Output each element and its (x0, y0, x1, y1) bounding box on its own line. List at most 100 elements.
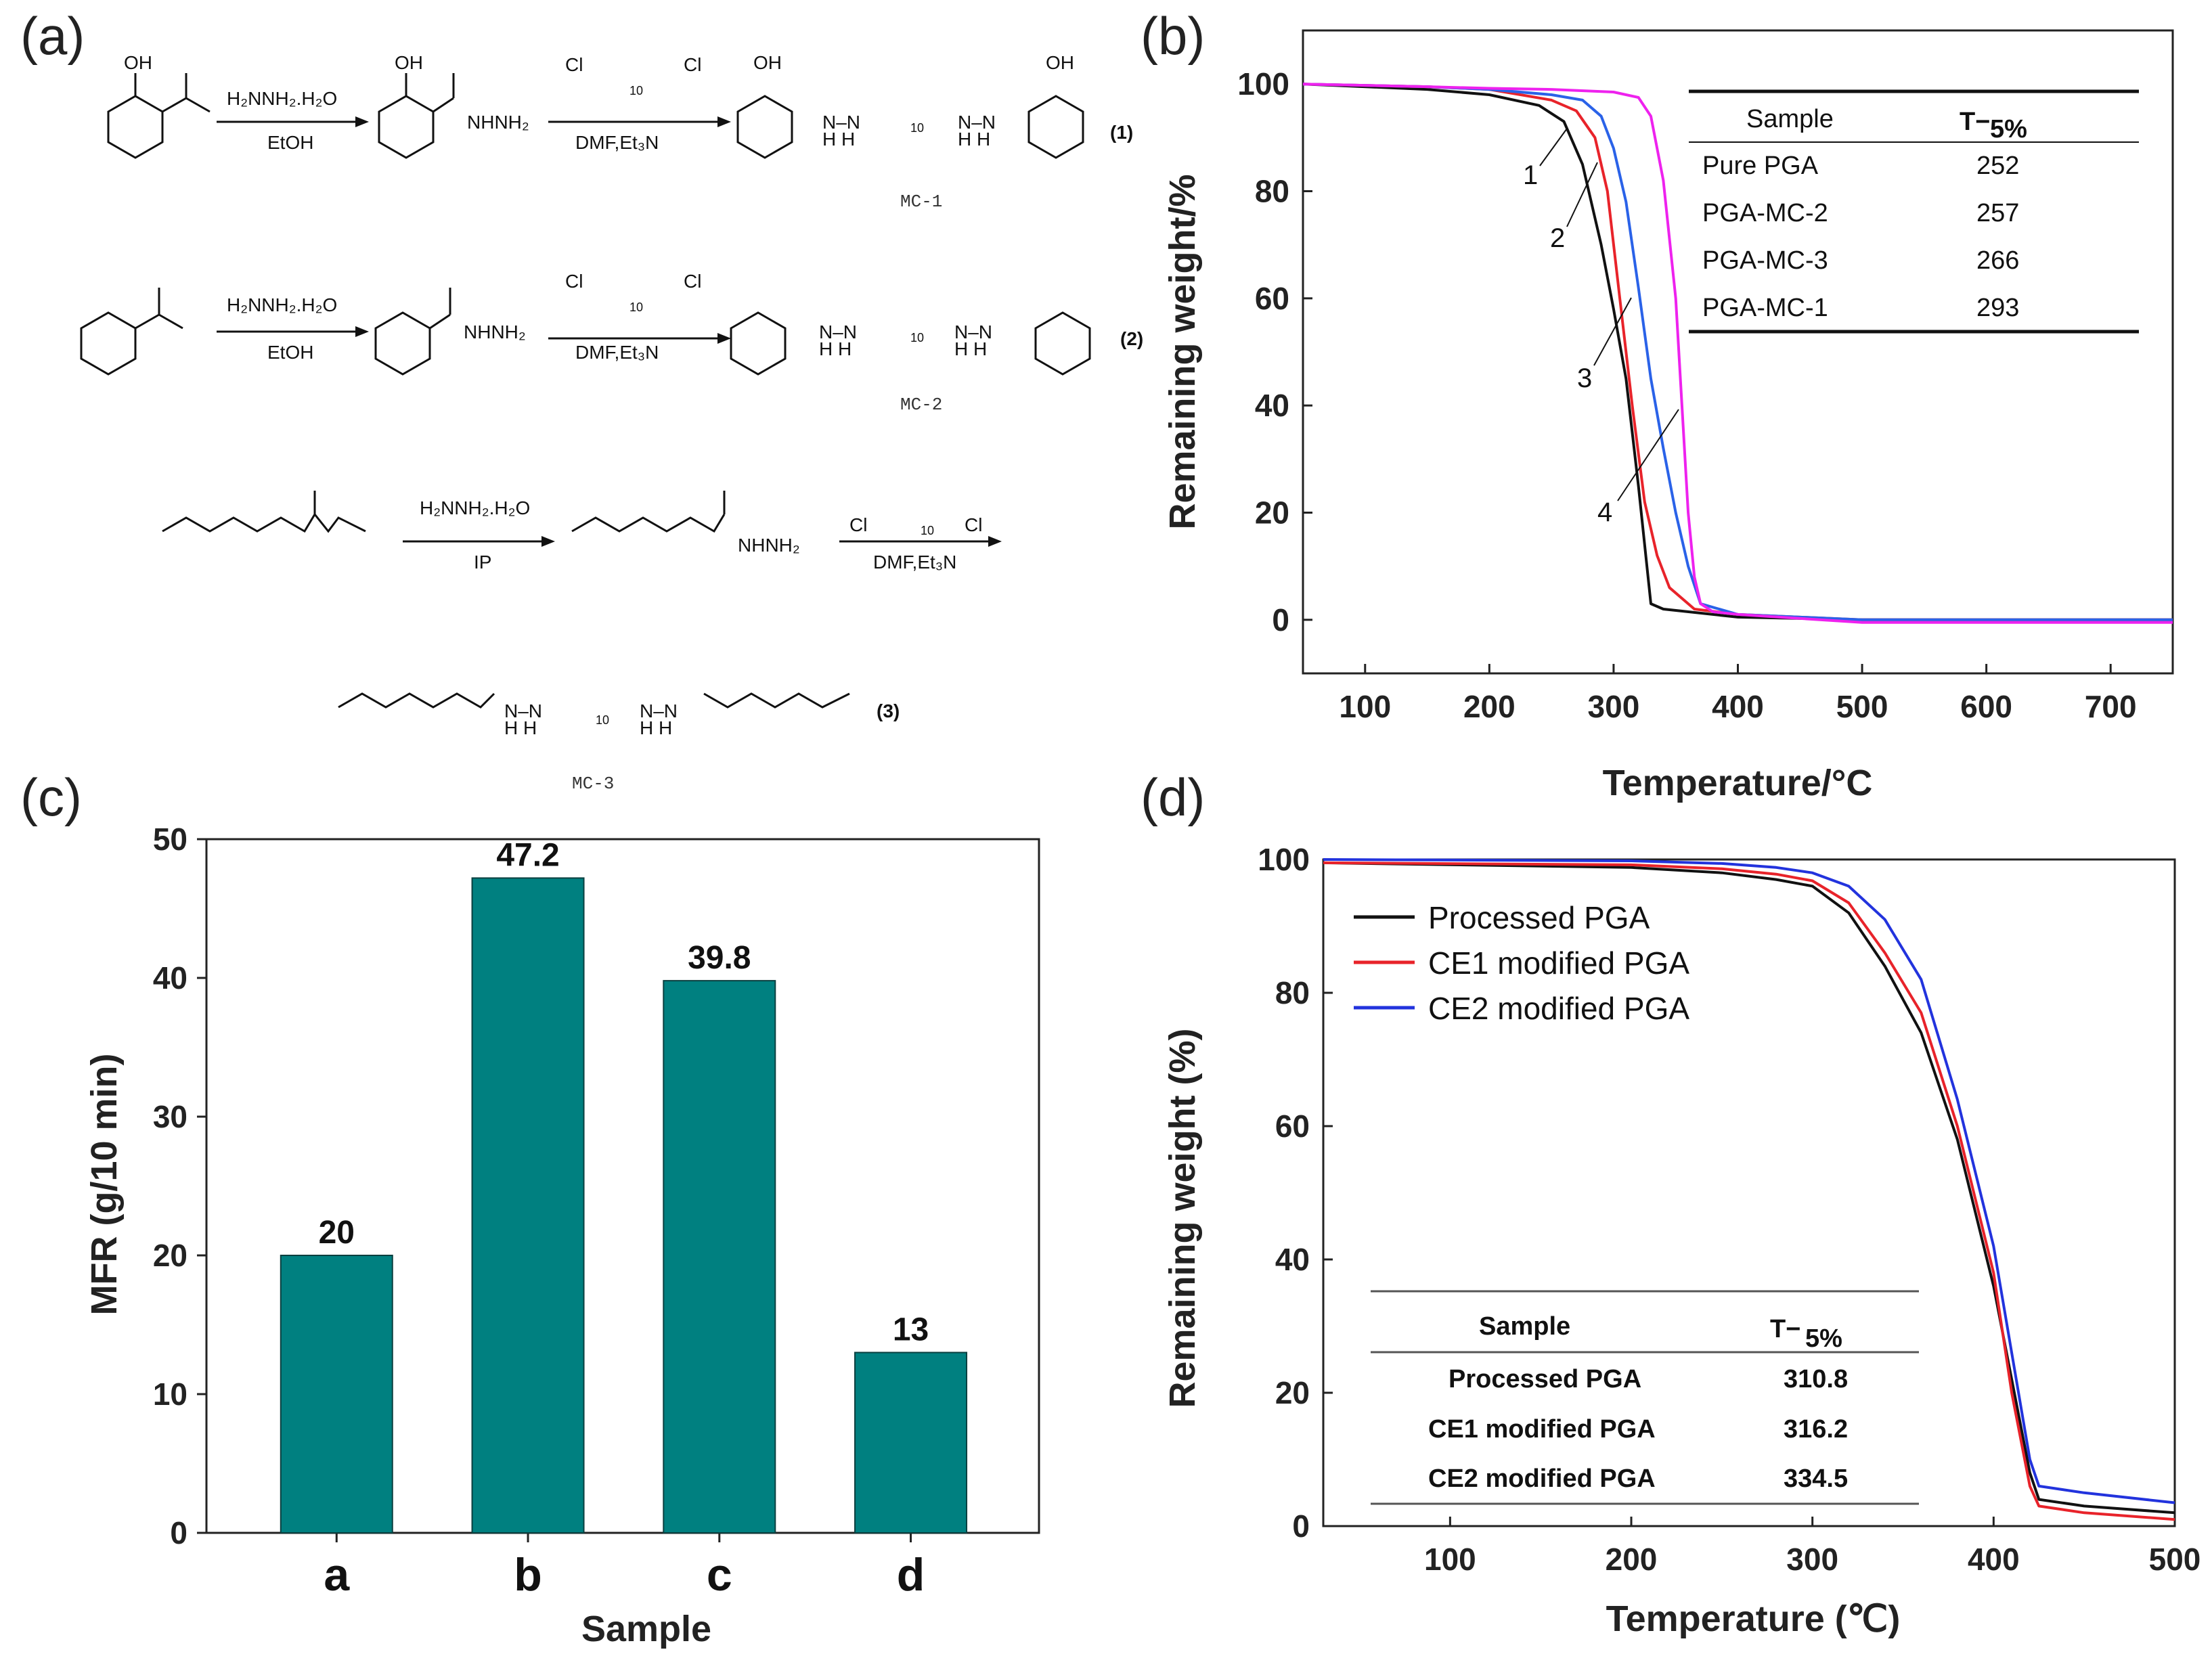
table-row-sample: CE2 modified PGA (1428, 1465, 1656, 1493)
y-tick-label: 80 (1255, 174, 1289, 209)
category-label-d: d (897, 1549, 925, 1601)
x-axis-title-d: Temperature (℃) (1606, 1599, 1901, 1639)
bar-value-label: 39.8 (688, 940, 751, 976)
y-axis-title-d: Remaining weight (%) (1162, 1028, 1203, 1408)
bar-value-label: 47.2 (496, 837, 559, 873)
y-tick-label: 30 (153, 1099, 187, 1134)
reagent-hydrazine-3: H₂NNH₂.H₂O (420, 497, 530, 518)
benzene-ring-1 (107, 95, 164, 159)
x-tick-label: 300 (1588, 689, 1640, 724)
nh-pair-3: N–N (819, 321, 857, 342)
legend-label: CE1 modified PGA (1428, 945, 1689, 981)
product-chain-left (338, 692, 495, 709)
y-axis-title-b: Remaining weight/% (1162, 174, 1203, 529)
cl-right: Cl (684, 54, 701, 75)
axis-ticks-c: 0 10 20 30 40 50 a b c d (153, 822, 925, 1601)
benzene-ring-3 (736, 95, 793, 159)
table-row-sample: PGA-MC-1 (1702, 294, 1828, 322)
h-pair-2: H H (958, 129, 990, 150)
y-tick-label: 20 (153, 1238, 187, 1273)
table-row-value: 252 (1976, 152, 2019, 180)
x-tick-label: 100 (1339, 689, 1391, 724)
axis-ticks-d: 100 200 300 400 500 0 20 40 60 80 100 (1258, 842, 2200, 1577)
benzene-ring-7 (730, 311, 787, 376)
nh-pair-4: N–N (954, 321, 992, 342)
series-b (1302, 83, 2173, 624)
plot-frame-c (205, 838, 1040, 1534)
table-row-value: 310.8 (1784, 1365, 1848, 1393)
y-tick-label: 0 (1272, 602, 1289, 638)
cl-right-2: Cl (684, 271, 701, 292)
panel-label-d: (d) (1141, 767, 1205, 827)
nh-pair-2: N–N (958, 112, 996, 133)
x-tick-label: 500 (2149, 1542, 2201, 1577)
cl-left-2: Cl (565, 271, 583, 292)
product-id-mc2: MC-2 (900, 395, 942, 415)
t5-table-b: Sample T− 5% Pure PGA 252 PGA-MC-2 257 P… (1689, 89, 2139, 334)
reagent-etoh: EtOH (267, 132, 313, 153)
table-header-sample: Sample (1479, 1312, 1570, 1341)
table-row-value: 334.5 (1784, 1465, 1848, 1493)
reagent-ip: IP (474, 552, 491, 573)
x-tick-label: 400 (1968, 1542, 2020, 1577)
table-header-t5-sub: 5% (1990, 115, 2027, 143)
x-tick-label: 700 (2085, 689, 2137, 724)
x-tick-label: 300 (1786, 1542, 1838, 1577)
reaction-number-2: (2) (1120, 328, 1143, 349)
y-tick-label: 0 (170, 1515, 187, 1550)
nhnh2-label-2: NHNH₂ (464, 321, 526, 342)
bar-a (280, 1255, 393, 1534)
product-id-mc1: MC-1 (900, 192, 942, 212)
table-row-sample: Processed PGA (1448, 1365, 1641, 1393)
benzene-ring-5 (80, 311, 137, 376)
y-tick-label: 20 (1255, 495, 1289, 531)
series-line-1 (1302, 83, 2173, 621)
panel-label-b: (b) (1141, 6, 1205, 66)
table-row-sample: PGA-MC-2 (1702, 199, 1828, 227)
bars-c: 20 47.2 39.8 13 (280, 837, 968, 1534)
legend-label: CE2 modified PGA (1428, 991, 1689, 1026)
legend-label: Processed PGA (1428, 900, 1650, 935)
y-tick-label: 40 (1255, 388, 1289, 423)
axis-ticks-b: 100 200 300 400 500 600 700 0 20 40 60 80 100 (1237, 66, 2136, 724)
nh-pair-6: N–N (640, 700, 678, 721)
x-tick-label: 400 (1712, 689, 1764, 724)
curve-label-1: 1 (1523, 160, 1538, 190)
reaction-3: H₂NNH₂.H₂O IP NHNH₂ Cl Cl 10 DMF,Et₃N N–… (162, 491, 1002, 794)
h-pair-1: H H (822, 129, 855, 150)
y-tick-label: 100 (1258, 842, 1310, 877)
reaction-scheme: OH H₂NNH₂.H₂O EtOH OH NHNH₂ Cl Cl 10 DMF… (80, 52, 1143, 794)
reaction-number-1: (1) (1110, 122, 1133, 143)
oh-label-3: OH (753, 52, 782, 73)
tga-chart-d: 100 200 300 400 500 0 20 40 60 80 100 Remaining we… (1162, 842, 2200, 1639)
h-pair-6: H H (640, 717, 672, 738)
bar-b (471, 877, 585, 1534)
y-tick-label: 60 (1275, 1109, 1310, 1144)
benzene-ring-6 (374, 311, 431, 376)
chain-10b: 10 (910, 121, 924, 135)
curve-label-4: 4 (1597, 497, 1612, 527)
reaction-2: H₂NNH₂.H₂O EtOH NHNH₂ Cl Cl 10 DMF,Et₃N … (80, 271, 1143, 415)
chain-10-2: 10 (629, 300, 643, 314)
panel-label-a: (a) (20, 6, 85, 66)
nh-pair-1: N–N (822, 112, 860, 133)
panel-label-c: (c) (20, 767, 82, 827)
x-tick-label: 600 (1960, 689, 2012, 724)
curve-label-3: 3 (1577, 363, 1592, 393)
h-pair-4: H H (954, 338, 987, 359)
x-axis-title-b: Temperature/°C (1603, 763, 1873, 803)
nhnh2-label-1: NHNH₂ (467, 112, 529, 133)
x-tick-label: 200 (1463, 689, 1516, 724)
chain-10: 10 (629, 84, 643, 97)
bar-value-label: 13 (893, 1312, 929, 1348)
hydrazide-chain (571, 514, 726, 533)
cl-right-3: Cl (965, 514, 982, 535)
y-tick-label: 60 (1255, 281, 1289, 316)
y-tick-label: 40 (153, 960, 187, 996)
product-id-mc3: MC-3 (572, 774, 614, 794)
bar-value-label: 20 (319, 1215, 355, 1251)
table-header-t5-sub: 5% (1805, 1324, 1842, 1353)
reagent-hydrazine: H₂NNH₂.H₂O (227, 88, 337, 109)
ester-chain (162, 512, 366, 533)
t5-table-d: Sample T− 5% Processed PGA 310.8 CE1 mod… (1371, 1290, 1919, 1505)
